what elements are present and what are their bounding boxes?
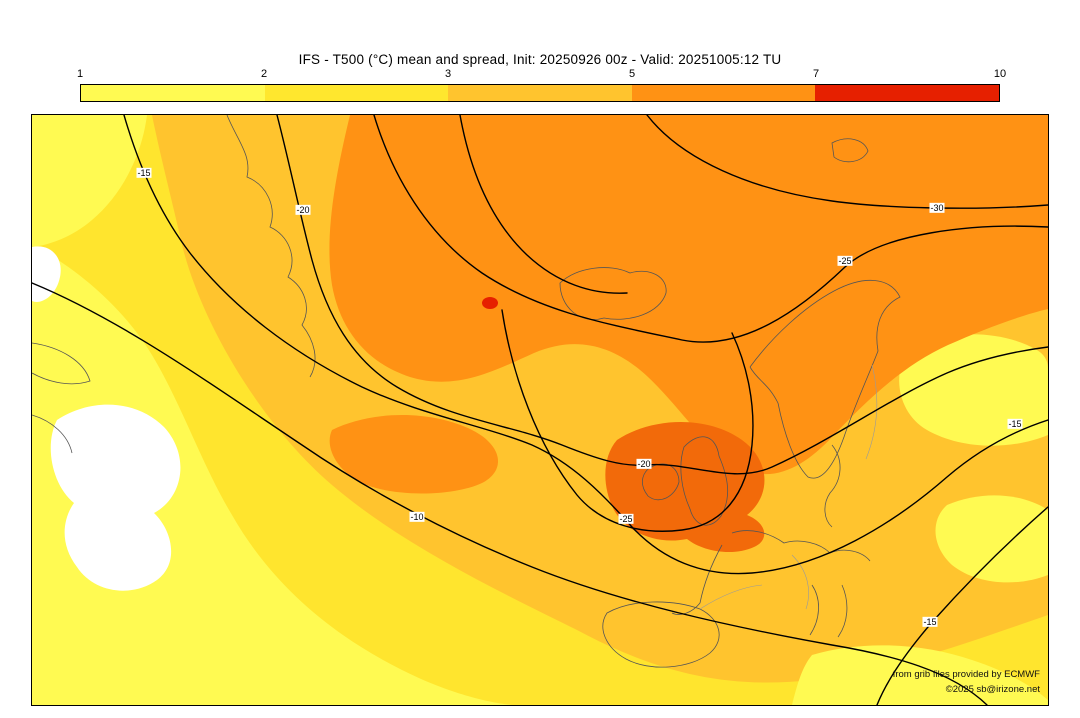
spread-region-bright-left xyxy=(32,245,512,705)
colorbar-tick-label: 5 xyxy=(628,68,636,80)
colorbar-bar xyxy=(80,84,1000,102)
attribution-copyright: ©2025 sb@irizone.net xyxy=(945,683,1040,695)
colorbar-segment xyxy=(264,85,449,101)
coastline-greenland xyxy=(226,115,316,378)
coastline-labrador xyxy=(32,342,91,454)
coastline-iberia xyxy=(602,601,720,668)
spread-region-bright-right2 xyxy=(935,495,1048,583)
spread-region-bright-se xyxy=(792,645,1048,705)
spread-region-white1 xyxy=(50,404,181,591)
map-canvas xyxy=(32,115,1048,705)
map-panel: -15 -20 -25 -30 -20 -25 -10 -15 -15 from grib fi… xyxy=(31,114,1049,706)
colorbar-tick-label: 1 xyxy=(76,68,84,80)
spread-region-orange-midleft xyxy=(329,415,499,494)
contour-line-minus20 xyxy=(276,115,1048,475)
spread-region-bright-nw xyxy=(32,115,147,247)
attribution-source: from grib files provided by ECMWF xyxy=(892,668,1040,680)
spread-fill-layer xyxy=(32,115,1048,705)
colorbar-segment xyxy=(815,85,999,101)
contour-line-minus25-north xyxy=(373,115,1048,343)
coastline-svalbard xyxy=(831,138,869,163)
colorbar-tick-label: 2 xyxy=(260,68,268,80)
contour-layer xyxy=(32,115,1048,705)
coastline-layer xyxy=(32,115,901,668)
colorbar-ticks: 1 2 3 5 7 10 xyxy=(76,68,1006,82)
coastline-france-biscay xyxy=(671,544,723,615)
spread-region-deep-orange-ireland xyxy=(605,421,765,553)
contour-line-minus15 xyxy=(123,115,1048,575)
colorbar-segment xyxy=(81,85,265,101)
attribution: from grib files provided by ECMWF ©2025 … xyxy=(893,667,1040,697)
coastline-great-britain xyxy=(680,436,729,526)
contour-line-minus10 xyxy=(32,282,988,705)
colorbar-segment xyxy=(631,85,816,101)
colorbar-tick-label: 10 xyxy=(993,68,1007,80)
country-borders xyxy=(699,364,878,610)
colorbar-tick-label: 3 xyxy=(444,68,452,80)
contour-line-minus30 xyxy=(646,115,1048,209)
spread-region-bright-right1 xyxy=(899,334,1048,446)
contour-line-top-center xyxy=(459,115,628,294)
coastline-nw-europe xyxy=(731,530,871,562)
coastline-baltic xyxy=(824,444,841,528)
spread-region-red-spot xyxy=(482,297,498,309)
colorbar: 1 2 3 5 7 10 xyxy=(76,68,1006,104)
colorbar-tick-label: 7 xyxy=(812,68,820,80)
contour-line-minus25-trough xyxy=(501,309,754,532)
coastline-italy xyxy=(809,584,848,638)
colorbar-segment xyxy=(448,85,632,101)
spread-region-white2 xyxy=(32,246,61,302)
coastline-scandinavia xyxy=(749,280,901,479)
chart-title: IFS - T500 (°C) mean and spread, Init: 2… xyxy=(298,52,782,67)
